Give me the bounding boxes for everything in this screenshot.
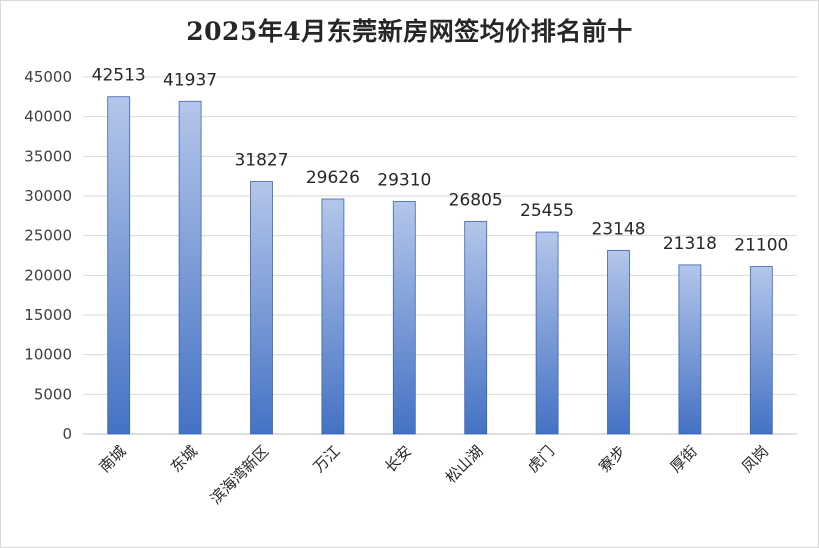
data-label: 21100 [734,236,788,256]
bar [107,96,131,435]
bar [392,201,416,435]
x-category-label: 凤岗 [738,442,772,476]
data-labels: 42513 41937 31827 29626 29310 26805 25455 23148… [92,66,789,256]
bars [107,96,773,435]
x-category-label: 虎门 [524,442,558,476]
x-category-label: 南城 [96,442,130,476]
x-category-label: 厚街 [667,442,701,476]
y-tick-label: 30000 [24,187,72,205]
data-label: 25455 [520,201,574,221]
y-tick-label: 25000 [24,227,72,245]
y-tick-label: 15000 [24,306,72,324]
y-axis-ticks: 0 5000 10000 15000 20000 25000 30000 35000 40000… [24,68,72,443]
data-label: 26805 [449,190,503,210]
x-category-label: 松山湖 [442,442,487,487]
data-label: 41937 [163,70,217,90]
x-category-label: 长安 [381,442,415,476]
data-label: 21318 [663,234,717,254]
bar [535,231,559,435]
bar [321,198,345,435]
bar [464,220,488,435]
y-tick-label: 45000 [24,68,72,86]
y-tick-label: 0 [62,425,72,443]
chart-title: 2025年4月东莞新房网签均价排名前十 [186,17,633,46]
x-category-label: 滨海湾新区 [207,442,273,508]
y-tick-label: 20000 [24,266,72,284]
x-category-label: 万江 [310,442,344,476]
y-tick-label: 40000 [24,108,72,126]
data-label: 23148 [591,219,645,239]
y-tick-label: 35000 [24,147,72,165]
x-category-label: 寮步 [595,442,629,476]
y-tick-label: 10000 [24,346,72,364]
gridlines [83,76,797,435]
x-axis-categories: 南城 东城 滨海湾新区 万江 长安 松山湖 虎门 寮步 厚街 凤岗 [96,442,773,508]
bar [607,249,630,435]
bar [749,266,773,435]
data-label: 31827 [234,151,288,171]
data-label: 29310 [377,170,431,190]
bar [678,264,702,435]
data-label: 29626 [306,168,360,188]
y-tick-label: 5000 [34,385,72,403]
bar [250,181,273,435]
x-category-label: 东城 [167,442,201,476]
bar [178,100,202,435]
data-label: 42513 [92,66,146,86]
